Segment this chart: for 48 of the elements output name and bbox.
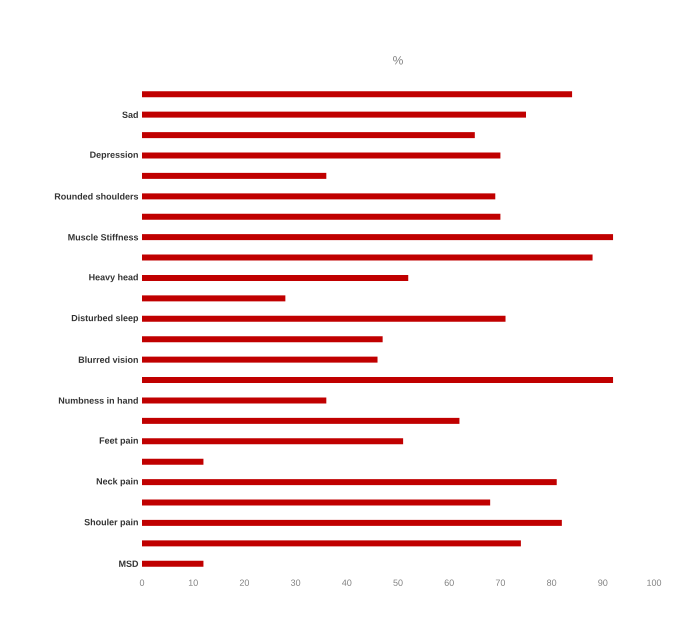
bar <box>142 356 378 363</box>
bar <box>142 172 326 179</box>
bar <box>142 316 506 322</box>
bar <box>142 193 496 200</box>
bar <box>142 254 593 261</box>
bar <box>142 397 326 404</box>
y-tick-label: MSD <box>119 560 138 567</box>
y-tick-label: Neck pain <box>96 478 138 486</box>
x-tick-label: 40 <box>342 580 352 586</box>
bar <box>142 418 460 424</box>
bar <box>142 234 614 240</box>
y-tick-label: Blurred vision <box>78 356 138 363</box>
y-tick-label: Muscle Stiffness <box>68 234 138 240</box>
bar <box>142 377 614 384</box>
bar <box>142 500 490 506</box>
x-tick-label: 0 <box>140 580 144 586</box>
x-tick-label: 30 <box>290 580 300 586</box>
bar <box>142 295 286 302</box>
chart-title: % <box>393 56 403 64</box>
bar <box>142 520 562 526</box>
bar <box>142 458 204 465</box>
x-tick-label: 70 <box>496 580 506 586</box>
x-tick-label: 80 <box>547 580 556 586</box>
x-tick-label: 10 <box>188 580 198 586</box>
bar <box>142 438 404 444</box>
bar <box>142 560 204 567</box>
x-tick-label: 60 <box>444 580 454 586</box>
x-tick-label: 100 <box>647 580 662 586</box>
bar <box>142 479 557 486</box>
y-tick-label: Feet pain <box>100 437 138 446</box>
x-tick-label: 90 <box>598 580 608 586</box>
x-tick-label: 20 <box>240 580 250 586</box>
y-tick-label: Depression <box>90 151 138 160</box>
y-tick-label: Rounded shoulders <box>54 193 138 200</box>
y-tick-label: Numbness in hand <box>58 397 138 404</box>
bar <box>142 214 500 220</box>
bar <box>142 132 475 138</box>
bar <box>142 112 526 118</box>
bar <box>142 91 572 98</box>
bar <box>142 274 408 281</box>
y-tick-label: Disturbed sleep <box>72 314 138 323</box>
bar <box>142 540 521 546</box>
y-tick-label: Shouler pain <box>84 518 138 528</box>
x-tick-label: 50 <box>393 580 403 586</box>
y-tick-label: Heavy head <box>89 274 138 282</box>
bar <box>142 336 383 342</box>
y-tick-label: Sad <box>122 111 138 118</box>
bar <box>142 152 500 158</box>
